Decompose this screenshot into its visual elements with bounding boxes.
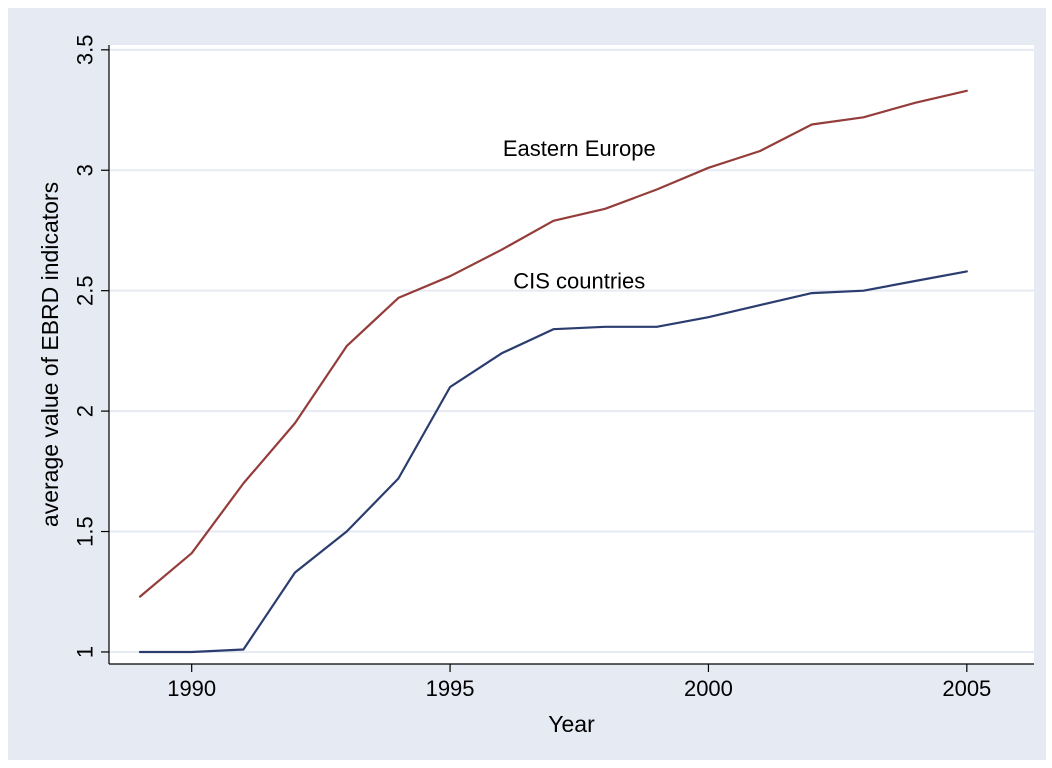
y-axis-title: average value of EBRD indicators <box>37 182 63 527</box>
y-tick-label: 3.5 <box>73 35 98 66</box>
series-label: Eastern Europe <box>503 136 656 161</box>
series-lines <box>138 89 968 654</box>
chart-container: 1 1.5 2 2.5 3 3.5 1990 1995 2000 2005 Eastern Eu… <box>8 8 1046 760</box>
line-chart: 1 1.5 2 2.5 3 3.5 1990 1995 2000 2005 Eastern Eu… <box>37 35 1034 737</box>
series-annotations: Eastern Europe CIS countries <box>503 136 656 293</box>
x-tick-label: 2000 <box>684 676 733 701</box>
y-tick-label: 2.5 <box>73 275 98 306</box>
axes <box>108 45 1034 665</box>
x-tick-label: 1990 <box>167 676 216 701</box>
series-label: CIS countries <box>513 269 645 294</box>
gridlines <box>109 48 1034 653</box>
series-line-eastern-europe <box>138 89 968 598</box>
plot-area <box>109 45 1034 664</box>
x-ticks: 1990 1995 2000 2005 <box>167 664 991 701</box>
y-tick-label: 3 <box>73 164 98 176</box>
series-line-cis-countries <box>138 270 968 654</box>
x-axis-title: Year <box>548 711 595 737</box>
y-tick-label: 2 <box>73 405 98 417</box>
x-tick-label: 2005 <box>942 676 991 701</box>
y-ticks: 1 1.5 2 2.5 3 3.5 <box>73 35 109 658</box>
y-tick-label: 1 <box>73 646 98 658</box>
y-tick-label: 1.5 <box>73 516 98 547</box>
x-tick-label: 1995 <box>426 676 475 701</box>
